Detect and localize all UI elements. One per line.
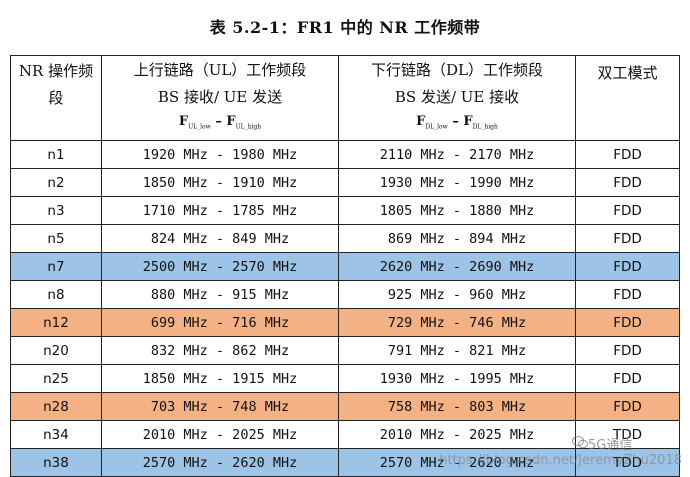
downlink-range-cell: 2620 MHz - 2690 MHz [338, 252, 576, 281]
downlink-range-cell: 1805 MHz - 1880 MHz [338, 196, 576, 225]
band-cell: n1 [10, 140, 102, 169]
duplex-mode-cell: FDD [575, 252, 680, 281]
duplex-mode-cell: FDD [575, 364, 680, 393]
uplink-range-cell: 2010 MHz - 2025 MHz [101, 420, 339, 449]
duplex-mode-cell: TDD [575, 420, 680, 449]
downlink-range-cell: 2570 MHz - 2620 MHz [338, 448, 576, 477]
table-row: n34 2010 MHz - 2025 MHz 2010 MHz - 2025 MH… [10, 420, 680, 449]
uplink-range-cell: 1850 MHz - 1910 MHz [101, 168, 339, 197]
table-caption: 表 5.2-1：FR1 中的 NR 工作频带 [209, 18, 481, 37]
duplex-mode-cell: TDD [575, 448, 680, 477]
table-row: n38 2570 MHz - 2620 MHz 2570 MHz - 2620 MH… [10, 448, 680, 477]
table-header: NR 操作频 段 上行链路（UL）工作频段 BS 接收/ UE 发送 FUL_l… [10, 55, 680, 141]
header-band-line1: NR 操作频 [18, 61, 94, 80]
uplink-range-cell: 1850 MHz - 1915 MHz [101, 364, 339, 393]
table-body: n1 1920 MHz - 1980 MHz 2110 MHz - 2170 MHz… [10, 140, 680, 477]
wechat-icon [572, 436, 588, 449]
header-downlink-formula: FDL_low – FDL_high [416, 114, 498, 131]
table-row: n1 1920 MHz - 1980 MHz 2110 MHz - 2170 MHz… [10, 140, 680, 169]
table-row: n12 699 MHz - 716 MHz 729 MHz - 746 MHz FDD [10, 308, 680, 337]
header-band: NR 操作频 段 [10, 55, 102, 141]
header-downlink: 下行链路（DL）工作频段 BS 发送/ UE 接收 FDL_low – FDL_… [338, 55, 576, 141]
downlink-range-cell: 791 MHz - 821 MHz [338, 336, 576, 365]
downlink-range-cell: 2010 MHz - 2025 MHz [338, 420, 576, 449]
header-band-line2: 段 [48, 88, 64, 107]
uplink-range-cell: 2570 MHz - 2620 MHz [101, 448, 339, 477]
band-cell: n3 [10, 196, 102, 225]
duplex-mode-cell: FDD [575, 196, 680, 225]
header-uplink-line2: BS 接收/ UE 发送 [157, 88, 283, 107]
downlink-range-cell: 2110 MHz - 2170 MHz [338, 140, 576, 169]
band-cell: n8 [10, 280, 102, 309]
band-cell: n25 [10, 364, 102, 393]
table-row: n5 824 MHz - 849 MHz 869 MHz - 894 MHz FDD [10, 224, 680, 253]
uplink-range-cell: 824 MHz - 849 MHz [101, 224, 339, 253]
downlink-range-cell: 758 MHz - 803 MHz [338, 392, 576, 421]
table-row: n3 1710 MHz - 1785 MHz 1805 MHz - 1880 MHz… [10, 196, 680, 225]
watermark-url: https://blog.csdn.net/JeremyZhu2018 [439, 453, 682, 468]
downlink-range-cell: 869 MHz - 894 MHz [338, 224, 576, 253]
uplink-range-cell: 703 MHz - 748 MHz [101, 392, 339, 421]
header-uplink-line1: 上行链路（UL）工作频段 [133, 61, 307, 80]
nr-band-table: NR 操作频 段 上行链路（UL）工作频段 BS 接收/ UE 发送 FUL_l… [10, 55, 680, 477]
downlink-range-cell: 925 MHz - 960 MHz [338, 280, 576, 309]
uplink-range-cell: 880 MHz - 915 MHz [101, 280, 339, 309]
duplex-mode-cell: FDD [575, 308, 680, 337]
header-duplex-label: 双工模式 [597, 64, 658, 82]
duplex-mode-cell: FDD [575, 224, 680, 253]
uplink-range-cell: 832 MHz - 862 MHz [101, 336, 339, 365]
uplink-range-cell: 699 MHz - 716 MHz [101, 308, 339, 337]
downlink-range-cell: 729 MHz - 746 MHz [338, 308, 576, 337]
band-cell: n20 [10, 336, 102, 365]
downlink-range-cell: 1930 MHz - 1990 MHz [338, 168, 576, 197]
watermark-brand: 5G通信 [588, 438, 633, 453]
duplex-mode-cell: FDD [575, 168, 680, 197]
table-row: n25 1850 MHz - 1915 MHz 1930 MHz - 1995 MH… [10, 364, 680, 393]
uplink-range-cell: 2500 MHz - 2570 MHz [101, 252, 339, 281]
band-cell: n12 [10, 308, 102, 337]
uplink-range-cell: 1920 MHz - 1980 MHz [101, 140, 339, 169]
duplex-mode-cell: FDD [575, 336, 680, 365]
band-cell: n38 [10, 448, 102, 477]
table-row: n28 703 MHz - 748 MHz 758 MHz - 803 MHz FDD [10, 392, 680, 421]
duplex-mode-cell: FDD [575, 280, 680, 309]
header-duplex: 双工模式 [575, 55, 680, 141]
header-uplink-formula: FUL_low – FUL_high [178, 114, 262, 131]
band-cell: n28 [10, 392, 102, 421]
uplink-range-cell: 1710 MHz - 1785 MHz [101, 196, 339, 225]
table-row: n2 1850 MHz - 1910 MHz 1930 MHz - 1990 MHz… [10, 168, 680, 197]
band-cell: n2 [10, 168, 102, 197]
header-downlink-line1: 下行链路（DL）工作频段 [371, 61, 543, 80]
band-cell: n7 [10, 252, 102, 281]
table-row: n8 880 MHz - 915 MHz 925 MHz - 960 MHz FDD [10, 280, 680, 309]
band-cell: n34 [10, 420, 102, 449]
duplex-mode-cell: FDD [575, 140, 680, 169]
duplex-mode-cell: FDD [575, 392, 680, 421]
table-row: n20 832 MHz - 862 MHz 791 MHz - 821 MHz FDD [10, 336, 680, 365]
header-uplink: 上行链路（UL）工作频段 BS 接收/ UE 发送 FUL_low – FUL_… [101, 55, 339, 141]
downlink-range-cell: 1930 MHz - 1995 MHz [338, 364, 576, 393]
band-cell: n5 [10, 224, 102, 253]
header-downlink-line2: BS 发送/ UE 接收 [394, 88, 520, 107]
table-row: n7 2500 MHz - 2570 MHz 2620 MHz - 2690 MHz… [10, 252, 680, 281]
